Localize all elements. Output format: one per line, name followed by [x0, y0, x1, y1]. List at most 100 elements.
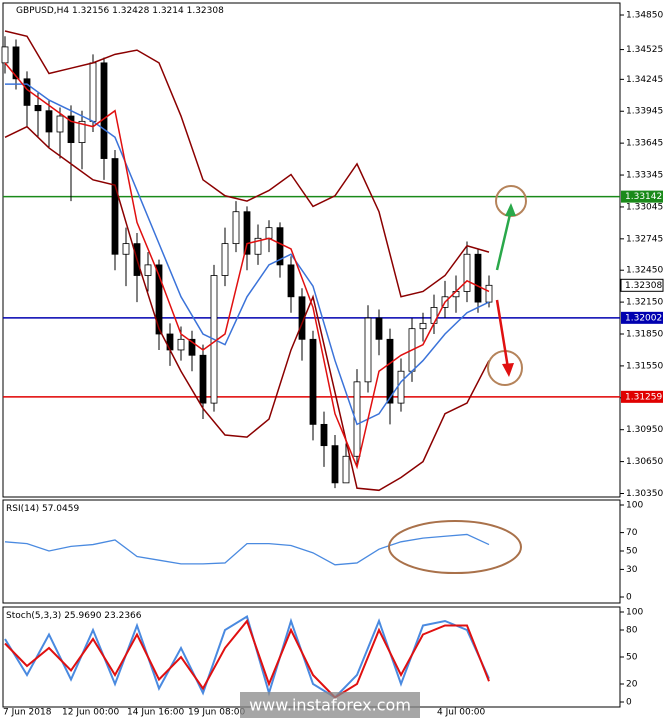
- bollinger-band: [4, 30, 490, 298]
- candle-body: [309, 338, 317, 425]
- rsi-label: RSI(14) 57.0459: [6, 504, 79, 514]
- last-price-label: 1.32308: [625, 281, 662, 291]
- symbol: GBPUSD,H4: [16, 6, 69, 16]
- candle-body: [375, 317, 383, 340]
- watermark-bg: [240, 692, 420, 718]
- candle-body: [386, 338, 394, 404]
- candle-body: [397, 370, 405, 404]
- rsi-value: 57.0459: [42, 504, 79, 514]
- candle-body: [177, 338, 185, 351]
- ohlc: 1.3214: [152, 6, 184, 16]
- level-label: 1.31259: [625, 392, 662, 402]
- candle-body: [78, 120, 86, 144]
- candle-body: [430, 307, 438, 324]
- y-tick-label: 1.30350: [626, 489, 663, 499]
- ellipse: [388, 520, 522, 574]
- candle-body: [122, 243, 130, 255]
- level-tag: [621, 390, 663, 403]
- candle-body: [254, 237, 262, 255]
- rsi-name: RSI(14): [6, 504, 39, 514]
- arrow-up: [495, 209, 513, 271]
- stoch-line: [4, 614, 490, 699]
- candle-body: [276, 227, 284, 266]
- y-tick-label: 1.31850: [626, 329, 663, 339]
- arrow-head: [505, 203, 516, 216]
- watermark: www.instaforex.com: [249, 696, 411, 715]
- y-tick-label: 50: [626, 653, 638, 663]
- rsi-panel: [2, 499, 621, 604]
- candle-body: [265, 227, 273, 239]
- candle-body: [342, 455, 350, 484]
- y-tick-label: 1.31550: [626, 361, 663, 371]
- y-tick-label: 0: [626, 593, 632, 603]
- annotations: [388, 185, 527, 574]
- y-tick-label: 80: [626, 626, 638, 636]
- candle-body: [353, 381, 361, 457]
- candle-body: [67, 115, 75, 144]
- candle-body: [12, 46, 20, 80]
- x-tick-label: 4 Jul 00:00: [437, 708, 486, 718]
- y-tick-label: 1.30650: [626, 457, 663, 467]
- candle-body: [287, 264, 295, 298]
- ohlc: 1.32308: [187, 6, 224, 16]
- x-tick-label: 19 Jun 08:00: [188, 708, 245, 718]
- y-tick-label: 30: [626, 565, 638, 575]
- candle-body: [364, 317, 372, 383]
- stoch-main: 25.9690: [64, 611, 101, 621]
- candle-body: [320, 423, 328, 447]
- moving-average: [5, 83, 490, 426]
- candle-body: [155, 264, 163, 335]
- y-tick-label: 1.32745: [626, 234, 663, 244]
- candle-body: [166, 333, 174, 351]
- level-tag: [621, 190, 663, 203]
- y-tick-label: 1.32150: [626, 298, 663, 308]
- stoch-line: [4, 618, 490, 699]
- y-tick-label: 100: [626, 501, 643, 511]
- bollinger-band: [4, 125, 490, 492]
- level-label: 1.32002: [625, 313, 662, 323]
- candle-body: [221, 243, 229, 276]
- candle-body: [243, 211, 251, 255]
- stoch-label: Stoch(5,3,3) 25.9690 23.2366: [6, 611, 142, 621]
- candle-body: [144, 264, 152, 276]
- header: GBPUSD,H4 1.32156 1.32428 1.3214 1.32308: [16, 6, 224, 16]
- candle-body: [199, 354, 207, 404]
- y-tick-label: 0: [626, 698, 632, 708]
- ohlc: 1.32156: [72, 6, 109, 16]
- level-tag: [621, 311, 663, 324]
- stoch-name: Stoch(5,3,3): [6, 611, 61, 621]
- last-price-tag: [620, 278, 664, 292]
- candle-body: [188, 338, 196, 356]
- y-tick-label: 20: [626, 680, 638, 690]
- candle-body: [331, 445, 339, 484]
- candle-body: [56, 115, 64, 133]
- y-tick-label: 1.33945: [626, 107, 663, 117]
- price-panel: [2, 2, 621, 498]
- candle-body: [1, 46, 9, 64]
- y-tick-label: 1.34245: [626, 75, 663, 85]
- candle-body: [485, 284, 493, 303]
- y-tick-label: 1.34525: [626, 45, 663, 55]
- candle-body: [463, 253, 471, 292]
- candle-body: [419, 322, 427, 330]
- moving-average: [4, 62, 490, 470]
- y-tick-label: 1.30950: [626, 425, 663, 435]
- y-tick-label: 1.33045: [626, 202, 663, 212]
- y-tick-label: 1.34850: [626, 11, 663, 21]
- candle-body: [232, 211, 240, 245]
- y-tick-label: 100: [626, 608, 643, 618]
- stoch-signal: 23.2366: [104, 611, 141, 621]
- candle-body: [111, 158, 119, 255]
- rsi-line: [4, 533, 490, 566]
- ohlc: 1.32428: [112, 6, 149, 16]
- y-tick-label: 1.33345: [626, 171, 663, 181]
- candle-body: [23, 78, 31, 106]
- y-tick-label: 70: [626, 528, 638, 538]
- level-label: 1.33142: [625, 192, 662, 202]
- x-tick-label: 12 Jun 00:00: [62, 708, 119, 718]
- candle-body: [474, 253, 482, 303]
- candle-body: [45, 110, 53, 133]
- candle-body: [89, 62, 97, 122]
- y-tick-label: 1.32450: [626, 266, 663, 276]
